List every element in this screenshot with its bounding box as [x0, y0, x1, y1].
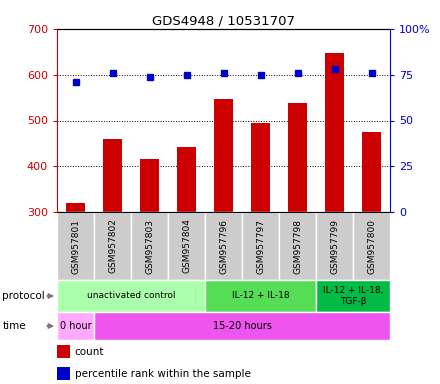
Title: GDS4948 / 10531707: GDS4948 / 10531707 — [152, 15, 295, 28]
Bar — [57, 345, 70, 358]
Text: time: time — [2, 321, 26, 331]
Bar — [316, 212, 353, 280]
Text: 0 hour: 0 hour — [60, 321, 92, 331]
Bar — [242, 212, 279, 280]
Text: IL-12 + IL-18,
TGF-β: IL-12 + IL-18, TGF-β — [323, 286, 383, 306]
Text: GSM957801: GSM957801 — [71, 218, 80, 273]
Bar — [362, 132, 381, 212]
Text: GSM957800: GSM957800 — [367, 218, 376, 273]
Bar — [316, 280, 390, 312]
Bar — [57, 312, 94, 340]
Bar — [66, 203, 85, 212]
Text: IL-12 + IL-18: IL-12 + IL-18 — [232, 291, 290, 301]
Text: GSM957796: GSM957796 — [219, 218, 228, 273]
Text: 15-20 hours: 15-20 hours — [213, 321, 271, 331]
Bar — [140, 159, 159, 212]
Bar — [325, 53, 344, 212]
Text: GSM957803: GSM957803 — [145, 218, 154, 273]
Bar — [131, 212, 168, 280]
Bar — [57, 280, 205, 312]
Text: percentile rank within the sample: percentile rank within the sample — [75, 369, 250, 379]
Bar — [288, 103, 307, 212]
Bar — [353, 212, 390, 280]
Bar — [251, 123, 270, 212]
Bar — [103, 139, 122, 212]
Text: GSM957802: GSM957802 — [108, 218, 117, 273]
Bar — [205, 280, 316, 312]
Text: GSM957799: GSM957799 — [330, 218, 339, 273]
Bar — [94, 212, 131, 280]
Bar — [57, 212, 94, 280]
Bar — [177, 147, 196, 212]
Text: protocol: protocol — [2, 291, 45, 301]
Bar — [205, 212, 242, 280]
Text: GSM957797: GSM957797 — [256, 218, 265, 273]
Text: unactivated control: unactivated control — [87, 291, 175, 301]
Text: count: count — [75, 347, 104, 357]
Bar — [214, 99, 233, 212]
Text: GSM957804: GSM957804 — [182, 218, 191, 273]
Bar — [57, 367, 70, 380]
Text: GSM957798: GSM957798 — [293, 218, 302, 273]
Bar — [168, 212, 205, 280]
Bar — [94, 312, 390, 340]
Bar — [279, 212, 316, 280]
